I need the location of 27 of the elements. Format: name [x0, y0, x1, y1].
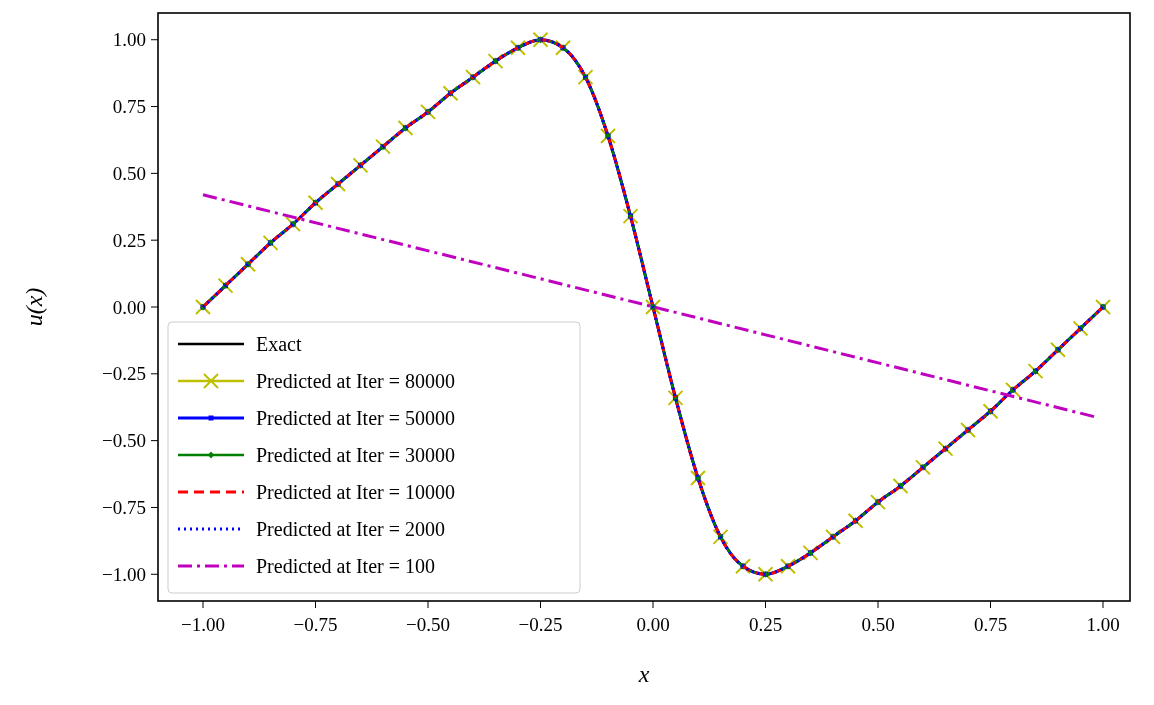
y-tick-label: 0.50	[112, 163, 146, 185]
y-tick-label: −1.00	[102, 563, 146, 585]
x-tick-label: −0.75	[293, 614, 338, 635]
legend-label: Predicted at Iter = 2000	[256, 518, 445, 540]
x-tick-label: 0.50	[861, 614, 895, 635]
y-tick-label: −0.25	[102, 363, 146, 385]
x-tick-label: 1.00	[1086, 614, 1120, 635]
y-tick-label: 0.00	[112, 296, 146, 318]
y-tick-label: 0.75	[112, 96, 146, 118]
y-axis-title: u(x)	[21, 287, 47, 327]
legend-label: Exact	[256, 333, 302, 355]
x-tick-label: −1.00	[181, 614, 225, 635]
x-axis-title: x	[637, 661, 650, 687]
x-tick-label: −0.50	[406, 614, 450, 635]
x-tick-label: 0.00	[636, 614, 670, 635]
y-tick-label: −0.75	[102, 497, 146, 519]
x-tick-label: 0.25	[748, 614, 783, 635]
legend-label: Predicted at Iter = 50000	[256, 407, 455, 429]
y-tick-label: 0.25	[112, 229, 146, 251]
y-tick-label: 1.00	[112, 29, 146, 51]
x-tick-label: −0.25	[518, 614, 563, 635]
x-tick-label: 0.75	[973, 614, 1008, 635]
legend-label: Predicted at Iter = 100	[256, 555, 435, 577]
legend-label: Predicted at Iter = 80000	[256, 370, 455, 392]
y-tick-label: −0.50	[102, 430, 146, 452]
legend-label: Predicted at Iter = 30000	[256, 444, 455, 466]
legend-label: Predicted at Iter = 10000	[256, 481, 455, 503]
